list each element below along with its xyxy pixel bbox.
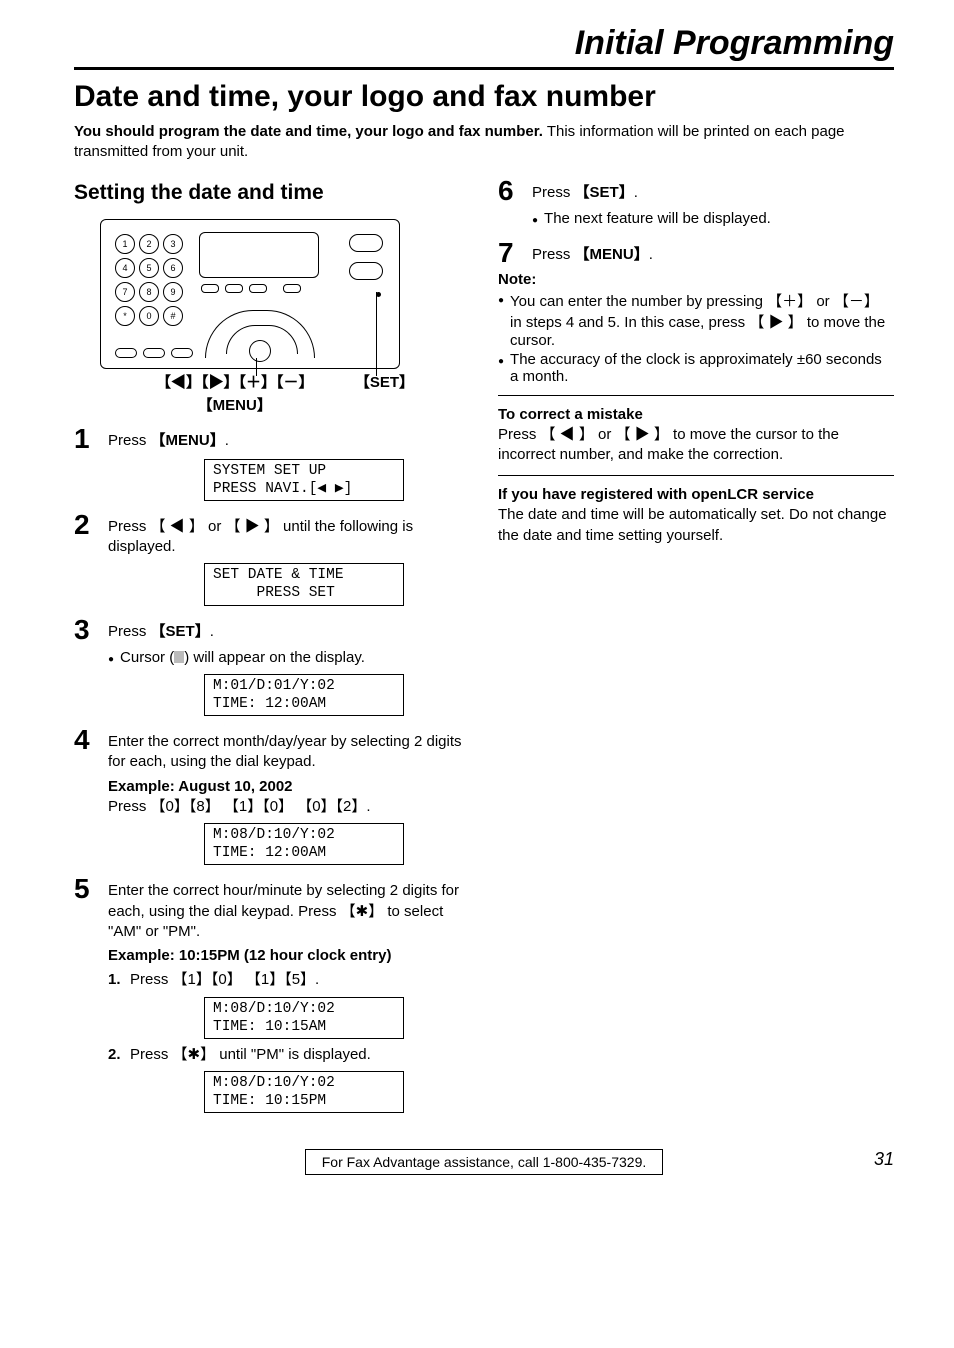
step-5-example-title: Example: 10:15PM (12 hour clock entry): [108, 946, 470, 966]
key-5: 5: [139, 258, 159, 278]
note-list: You can enter the number by pressing 【＋】…: [498, 290, 894, 385]
lcd-2: SET DATE & TIME PRESS SET: [204, 563, 404, 605]
key-3: 3: [163, 234, 183, 254]
lcd-3: M:01/D:01/Y:02 TIME: 12:00AM: [204, 674, 404, 716]
lcd-5: M:08/D:10/Y:02 TIME: 10:15AM: [204, 997, 404, 1039]
fax-device: 1 2 3 4 5 6 7 8 9 * 0 #: [100, 219, 400, 369]
page-title: Date and time, your logo and fax number: [74, 80, 894, 114]
doc-title: Initial Programming: [74, 24, 894, 63]
step-4: 4 Enter the correct month/day/year by se…: [74, 726, 470, 773]
step-3: 3 Press SET.: [74, 616, 470, 644]
step-5-sub-2: 2. Press 【✱】 until "PM" is displayed.: [108, 1045, 470, 1065]
intro-paragraph: You should program the date and time, yo…: [74, 122, 894, 163]
key-0: 0: [139, 306, 159, 326]
footer-box: For Fax Advantage assistance, call 1-800…: [305, 1149, 664, 1175]
step-4-number: 4: [74, 726, 108, 773]
dial-knob: [249, 340, 271, 362]
lcd-4: M:08/D:10/Y:02 TIME: 12:00AM: [204, 823, 404, 865]
key-6: 6: [163, 258, 183, 278]
step-1: 1 Press MENU.: [74, 425, 470, 453]
step-3-number: 3: [74, 616, 108, 644]
step-6-key: SET: [575, 184, 634, 201]
step-7-text-a: Press: [532, 246, 575, 263]
step-4-text: Enter the correct month/day/year by sele…: [108, 726, 470, 773]
divider-2: [498, 475, 894, 476]
step-1-key: MENU: [151, 432, 225, 449]
note-bullet-1: You can enter the number by pressing 【＋】…: [510, 290, 894, 349]
lcd-screen: [199, 232, 319, 278]
step-5-sub-2-text: Press 【✱】 until "PM" is displayed.: [130, 1045, 470, 1065]
key-2: 2: [139, 234, 159, 254]
step-5-number: 5: [74, 875, 108, 942]
step-3-text-b: .: [210, 623, 214, 640]
step-7-key: MENU: [575, 246, 649, 263]
note-heading: Note:: [498, 271, 894, 288]
step-3-text-a: Press: [108, 623, 151, 640]
mistake-heading: To correct a mistake: [498, 406, 894, 423]
step-4-example-title: Example: August 10, 2002: [108, 777, 470, 797]
lcd-6: M:08/D:10/Y:02 TIME: 10:15PM: [204, 1071, 404, 1113]
key-1: 1: [115, 234, 135, 254]
step-5-sub-1-text: Press 【1】【0】 【1】【5】.: [130, 970, 470, 990]
left-column: Setting the date and time 1 2 3 4 5 6 7 …: [74, 177, 470, 1120]
divider-heavy: [74, 67, 894, 70]
label-set: 【SET】: [355, 371, 414, 392]
footer: For Fax Advantage assistance, call 1-800…: [74, 1149, 894, 1175]
lcd-1: SYSTEM SET UP PRESS NAVI.[◀ ▶]: [204, 459, 404, 501]
right-column: 6 Press SET. The next feature will be di…: [498, 177, 894, 1120]
step-1-text-a: Press: [108, 432, 151, 449]
step-5-sub-1: 1. Press 【1】【0】 【1】【5】.: [108, 970, 470, 990]
leader-line-2: [376, 292, 377, 376]
key-hash: #: [163, 306, 183, 326]
mistake-text: Press 【 ◀ 】 or 【 ▶ 】 to move the cursor …: [498, 425, 894, 466]
keypad: 1 2 3 4 5 6 7 8 9 * 0 #: [115, 234, 183, 326]
step-2-number: 2: [74, 511, 108, 558]
label-menu: 【MENU】: [156, 394, 314, 415]
key-star: *: [115, 306, 135, 326]
step-1-number: 1: [74, 425, 108, 453]
page-number: 31: [874, 1149, 894, 1170]
step-3-sub: Cursor () will appear on the display.: [108, 648, 470, 668]
key-4: 4: [115, 258, 135, 278]
step-6-number: 6: [498, 177, 532, 205]
step-5: 5 Enter the correct hour/minute by selec…: [74, 875, 470, 942]
step-5-text: Enter the correct hour/minute by selecti…: [108, 875, 470, 942]
openlcr-heading: If you have registered with openLCR serv…: [498, 486, 894, 503]
step-7-text-b: .: [649, 246, 653, 263]
step-6-text-b: .: [634, 184, 638, 201]
step-2-text: Press 【 ◀ 】 or 【 ▶ 】 until the following…: [108, 511, 470, 558]
side-buttons: [349, 234, 383, 280]
step-2: 2 Press 【 ◀ 】 or 【 ▶ 】 until the followi…: [74, 511, 470, 558]
step-7: 7 Press MENU.: [498, 239, 894, 267]
step-6-bullet: The next feature will be displayed.: [544, 209, 771, 229]
step-6-text-a: Press: [532, 184, 575, 201]
step-6-sub: The next feature will be displayed.: [532, 209, 894, 229]
divider-1: [498, 395, 894, 396]
key-9: 9: [163, 282, 183, 302]
label-nav-keys: 【◀】【▶】【＋】【－】 【MENU】: [156, 371, 314, 415]
step-1-text-b: .: [225, 432, 229, 449]
openlcr-text: The date and time will be automatically …: [498, 505, 894, 546]
step-7-number: 7: [498, 239, 532, 267]
pill-row: [115, 348, 193, 358]
note-bullet-2: The accuracy of the clock is approximate…: [510, 351, 894, 385]
key-8: 8: [139, 282, 159, 302]
step-6: 6 Press SET.: [498, 177, 894, 205]
key-7: 7: [115, 282, 135, 302]
mini-buttons: [201, 284, 301, 293]
cursor-icon: [174, 651, 184, 663]
section-heading: Setting the date and time: [74, 181, 470, 205]
step-4-example-press: Press 【0】【8】 【1】【0】 【0】【2】.: [108, 797, 470, 817]
leader-line-1: [256, 358, 257, 376]
step-3-key: SET: [151, 623, 210, 640]
intro-bold: You should program the date and time, yo…: [74, 123, 543, 140]
fax-illustration: 1 2 3 4 5 6 7 8 9 * 0 #: [100, 219, 470, 415]
